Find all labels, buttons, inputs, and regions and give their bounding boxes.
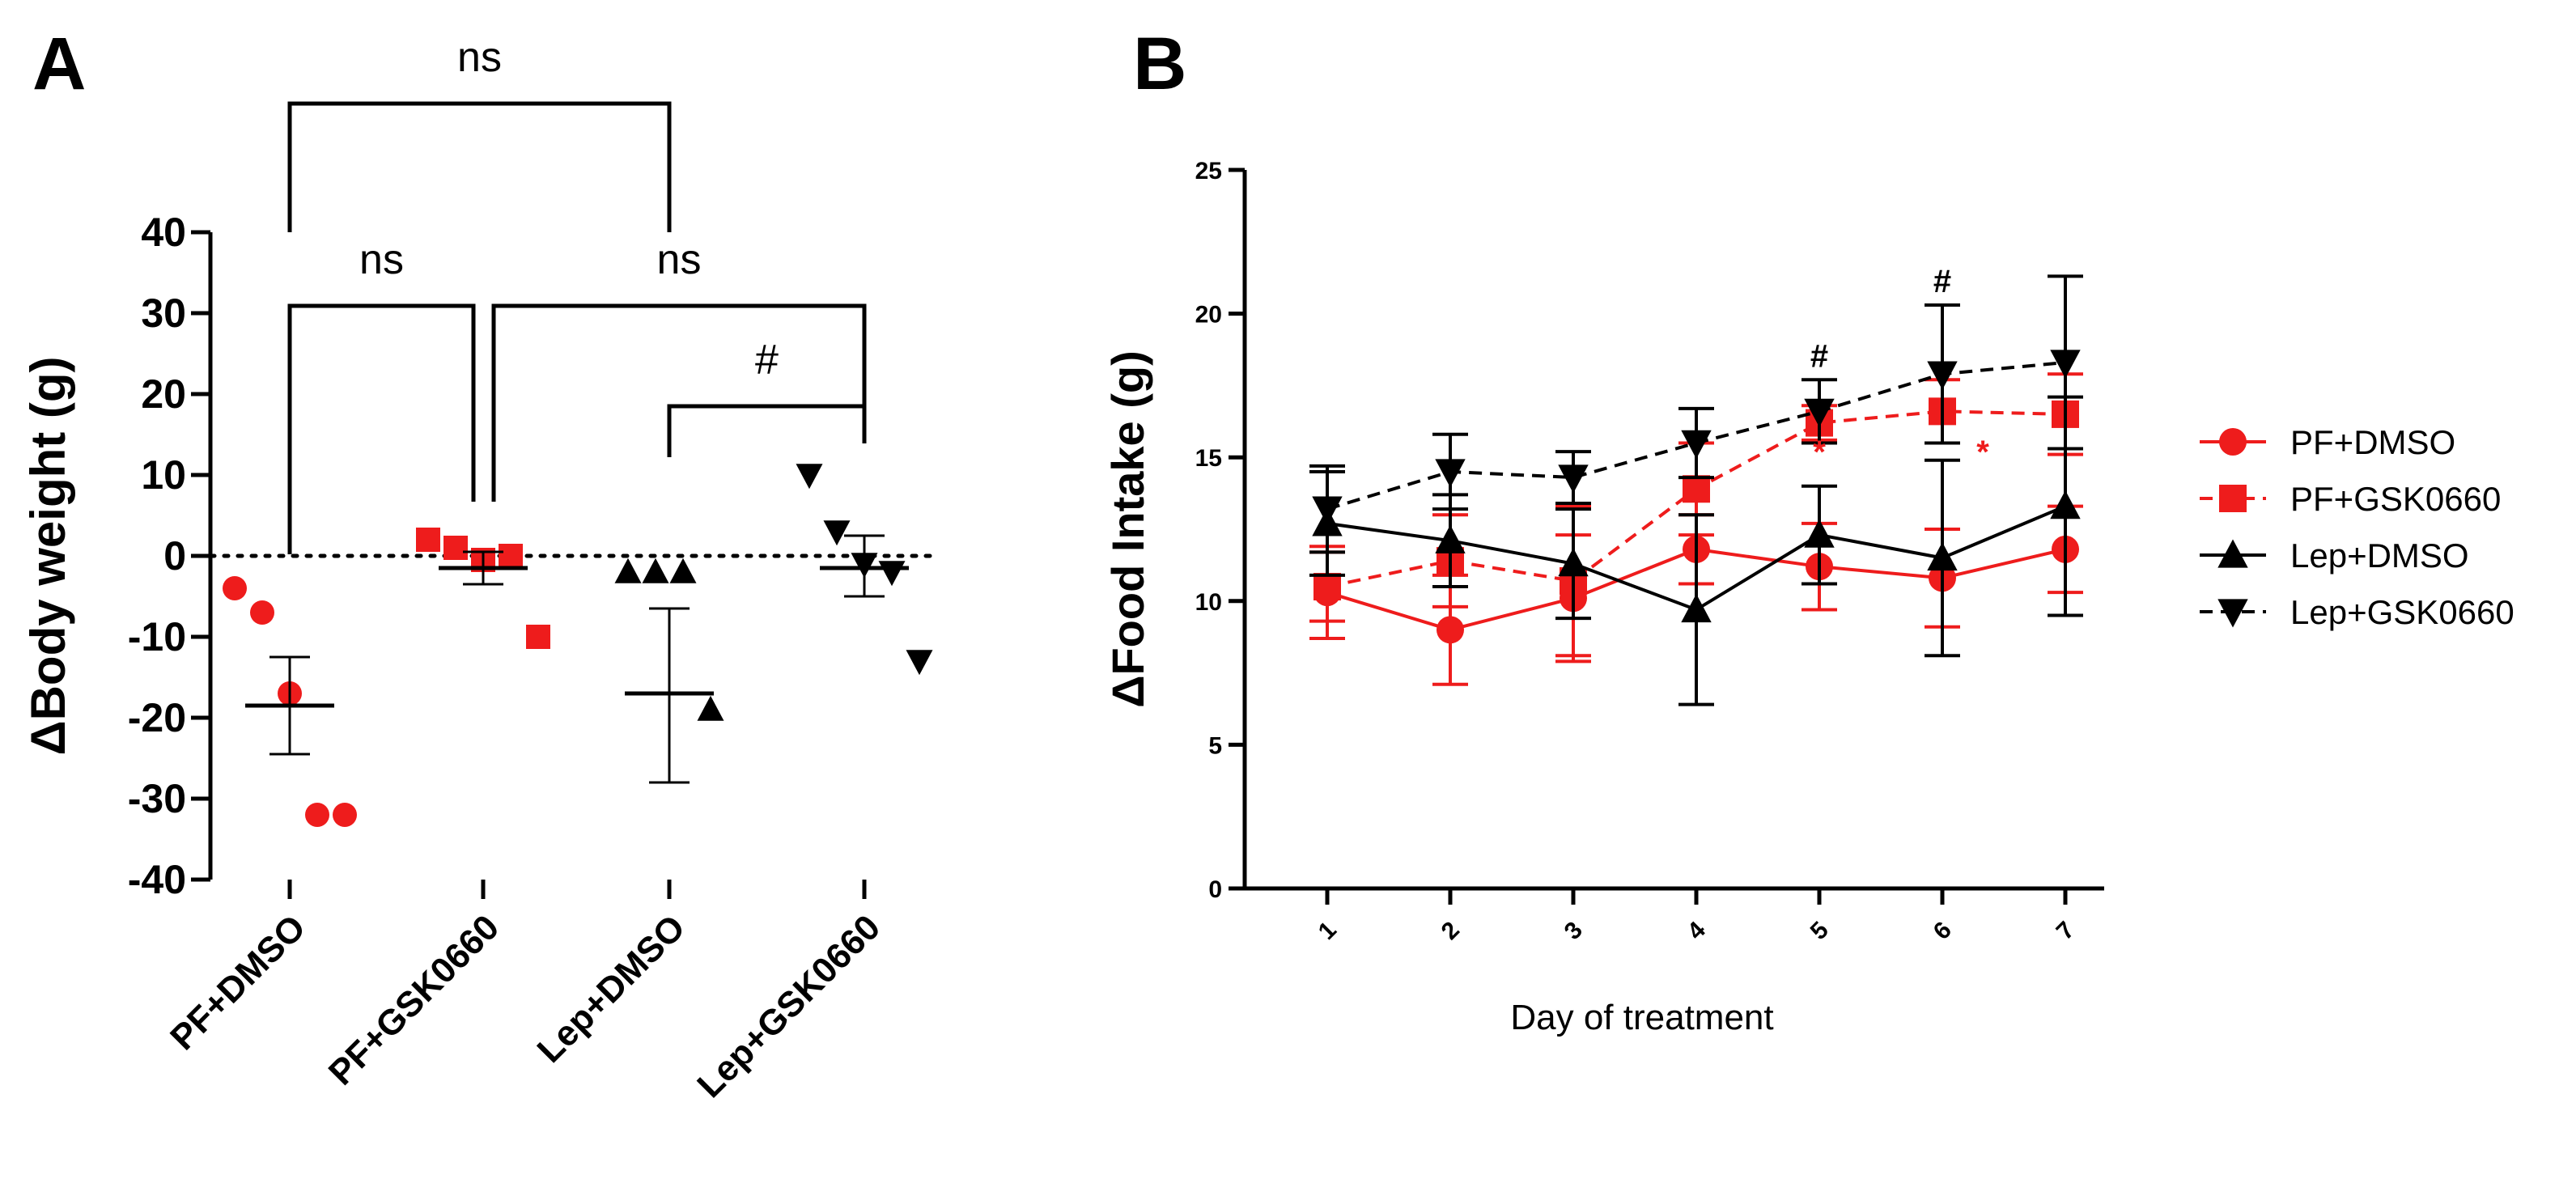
x-tick-label-b: 4 [1683,917,1711,945]
significance-label: ns [359,236,404,283]
y-tick-label-a: 0 [163,533,186,579]
significance-label-b: # [1810,338,1828,374]
data-point-lep-gsk0660 [1681,430,1712,459]
data-point-pf-dmso [223,576,247,600]
significance-label: # [755,337,779,384]
data-point-lep-dmso [669,558,697,583]
panel-b-chart: 25 20 15 10 5 0 1 2 3 4 5 6 7 Day of treatment ΔFood I… [1102,158,2514,1037]
x-tick-label-b: 1 [1313,917,1342,945]
y-tick-label-b: 15 [1195,445,1222,472]
legend-label: Lep+GSK0660 [2290,593,2514,631]
data-point-lep-dmso [642,558,669,583]
significance-label-b: * [1813,435,1826,470]
data-point-lep-gsk0660 [906,650,933,676]
panel-letter-b: B [1133,23,1186,105]
panel-letter-a: A [32,23,86,105]
y-tick-label-a: -20 [128,695,186,740]
data-point-pf-gsk0660 [1313,573,1341,601]
data-point-lep-gsk0660 [1927,361,1958,390]
data-point-lep-dmso [614,558,642,583]
data-point-lep-gsk0660 [823,520,851,546]
y-tick-label-a: -10 [128,614,186,659]
data-point-pf-dmso [250,600,274,625]
y-tick-label-a: 20 [141,371,186,417]
y-tick-label-a: 30 [141,290,186,336]
x-tick-label-a: Lep+GSK0660 [690,907,888,1105]
data-point-lep-dmso [1681,593,1712,623]
data-point-pf-gsk0660 [526,625,550,649]
data-point-lep-gsk0660 [1435,459,1466,488]
data-point-lep-gsk0660 [2050,350,2081,379]
legend-marker [2219,485,2247,512]
data-point-lep-dmso [1558,548,1589,577]
legend-label: Lep+DMSO [2290,536,2469,575]
legend-label: PF+DMSO [2290,423,2455,461]
data-point-lep-gsk0660 [1804,398,1835,427]
x-tick-label-b: 7 [2052,917,2080,945]
x-tick-label-b: 3 [1560,917,1588,945]
data-point-pf-dmso [305,803,329,827]
y-axis-label-b: ΔFood Intake (g) [1102,350,1153,708]
significance-label-b: # [1933,264,1951,299]
data-point-lep-gsk0660 [796,464,823,490]
data-point-pf-gsk0660 [1683,475,1710,503]
legend-marker [2217,599,2248,628]
data-point-pf-gsk0660 [499,544,523,568]
y-tick-label-a: -40 [128,857,186,902]
y-axis-label-a: ΔBody weight (g) [21,356,75,755]
data-point-pf-gsk0660 [443,536,468,560]
x-tick-label-a: Lep+DMSO [530,907,693,1070]
significance-label: ns [457,34,502,81]
y-tick-label-a: 10 [141,452,186,498]
y-tick-label-b: 5 [1208,732,1222,759]
legend-marker [2217,539,2248,568]
significance-bracket [287,303,476,554]
y-tick-label-b: 10 [1195,589,1222,616]
legend-marker [2219,428,2247,456]
significance-label: ns [657,236,702,283]
y-tick-label-b: 25 [1195,158,1222,184]
x-tick-label-b: 6 [1929,917,1957,945]
y-tick-label-a: -30 [128,776,186,821]
data-point-lep-dmso [2050,490,2081,519]
x-tick-label-a: PF+DMSO [163,907,313,1058]
data-point-pf-dmso [333,803,357,827]
significance-label-b: * [1976,435,1989,470]
panel-a-chart: 40 30 20 10 0 -10 -20 -30 -40 ΔBody weight (g) PF+… [21,34,941,1105]
x-tick-label-b: 5 [1806,917,1834,945]
data-point-lep-gsk0660 [878,561,906,587]
data-point-pf-dmso [1437,616,1464,644]
data-point-lep-dmso [1804,519,1835,548]
significance-bracket [287,101,672,232]
y-tick-label-b: 20 [1195,302,1222,329]
data-point-lep-gsk0660 [1312,496,1343,525]
significance-bracket [491,303,867,502]
x-tick-label-a: PF+GSK0660 [321,907,507,1092]
significance-bracket [667,404,867,457]
x-axis-label-b: Day of treatment [1510,998,1773,1037]
legend-label: PF+GSK0660 [2290,480,2501,518]
data-point-pf-gsk0660 [416,528,440,552]
y-tick-label-b: 0 [1208,876,1222,903]
y-tick-label-a: 40 [141,210,186,255]
data-point-lep-dmso [697,695,724,721]
data-point-lep-dmso [1435,524,1466,553]
data-point-lep-dmso [1927,541,1958,571]
x-tick-label-b: 2 [1437,917,1465,945]
data-point-lep-gsk0660 [1558,464,1589,494]
